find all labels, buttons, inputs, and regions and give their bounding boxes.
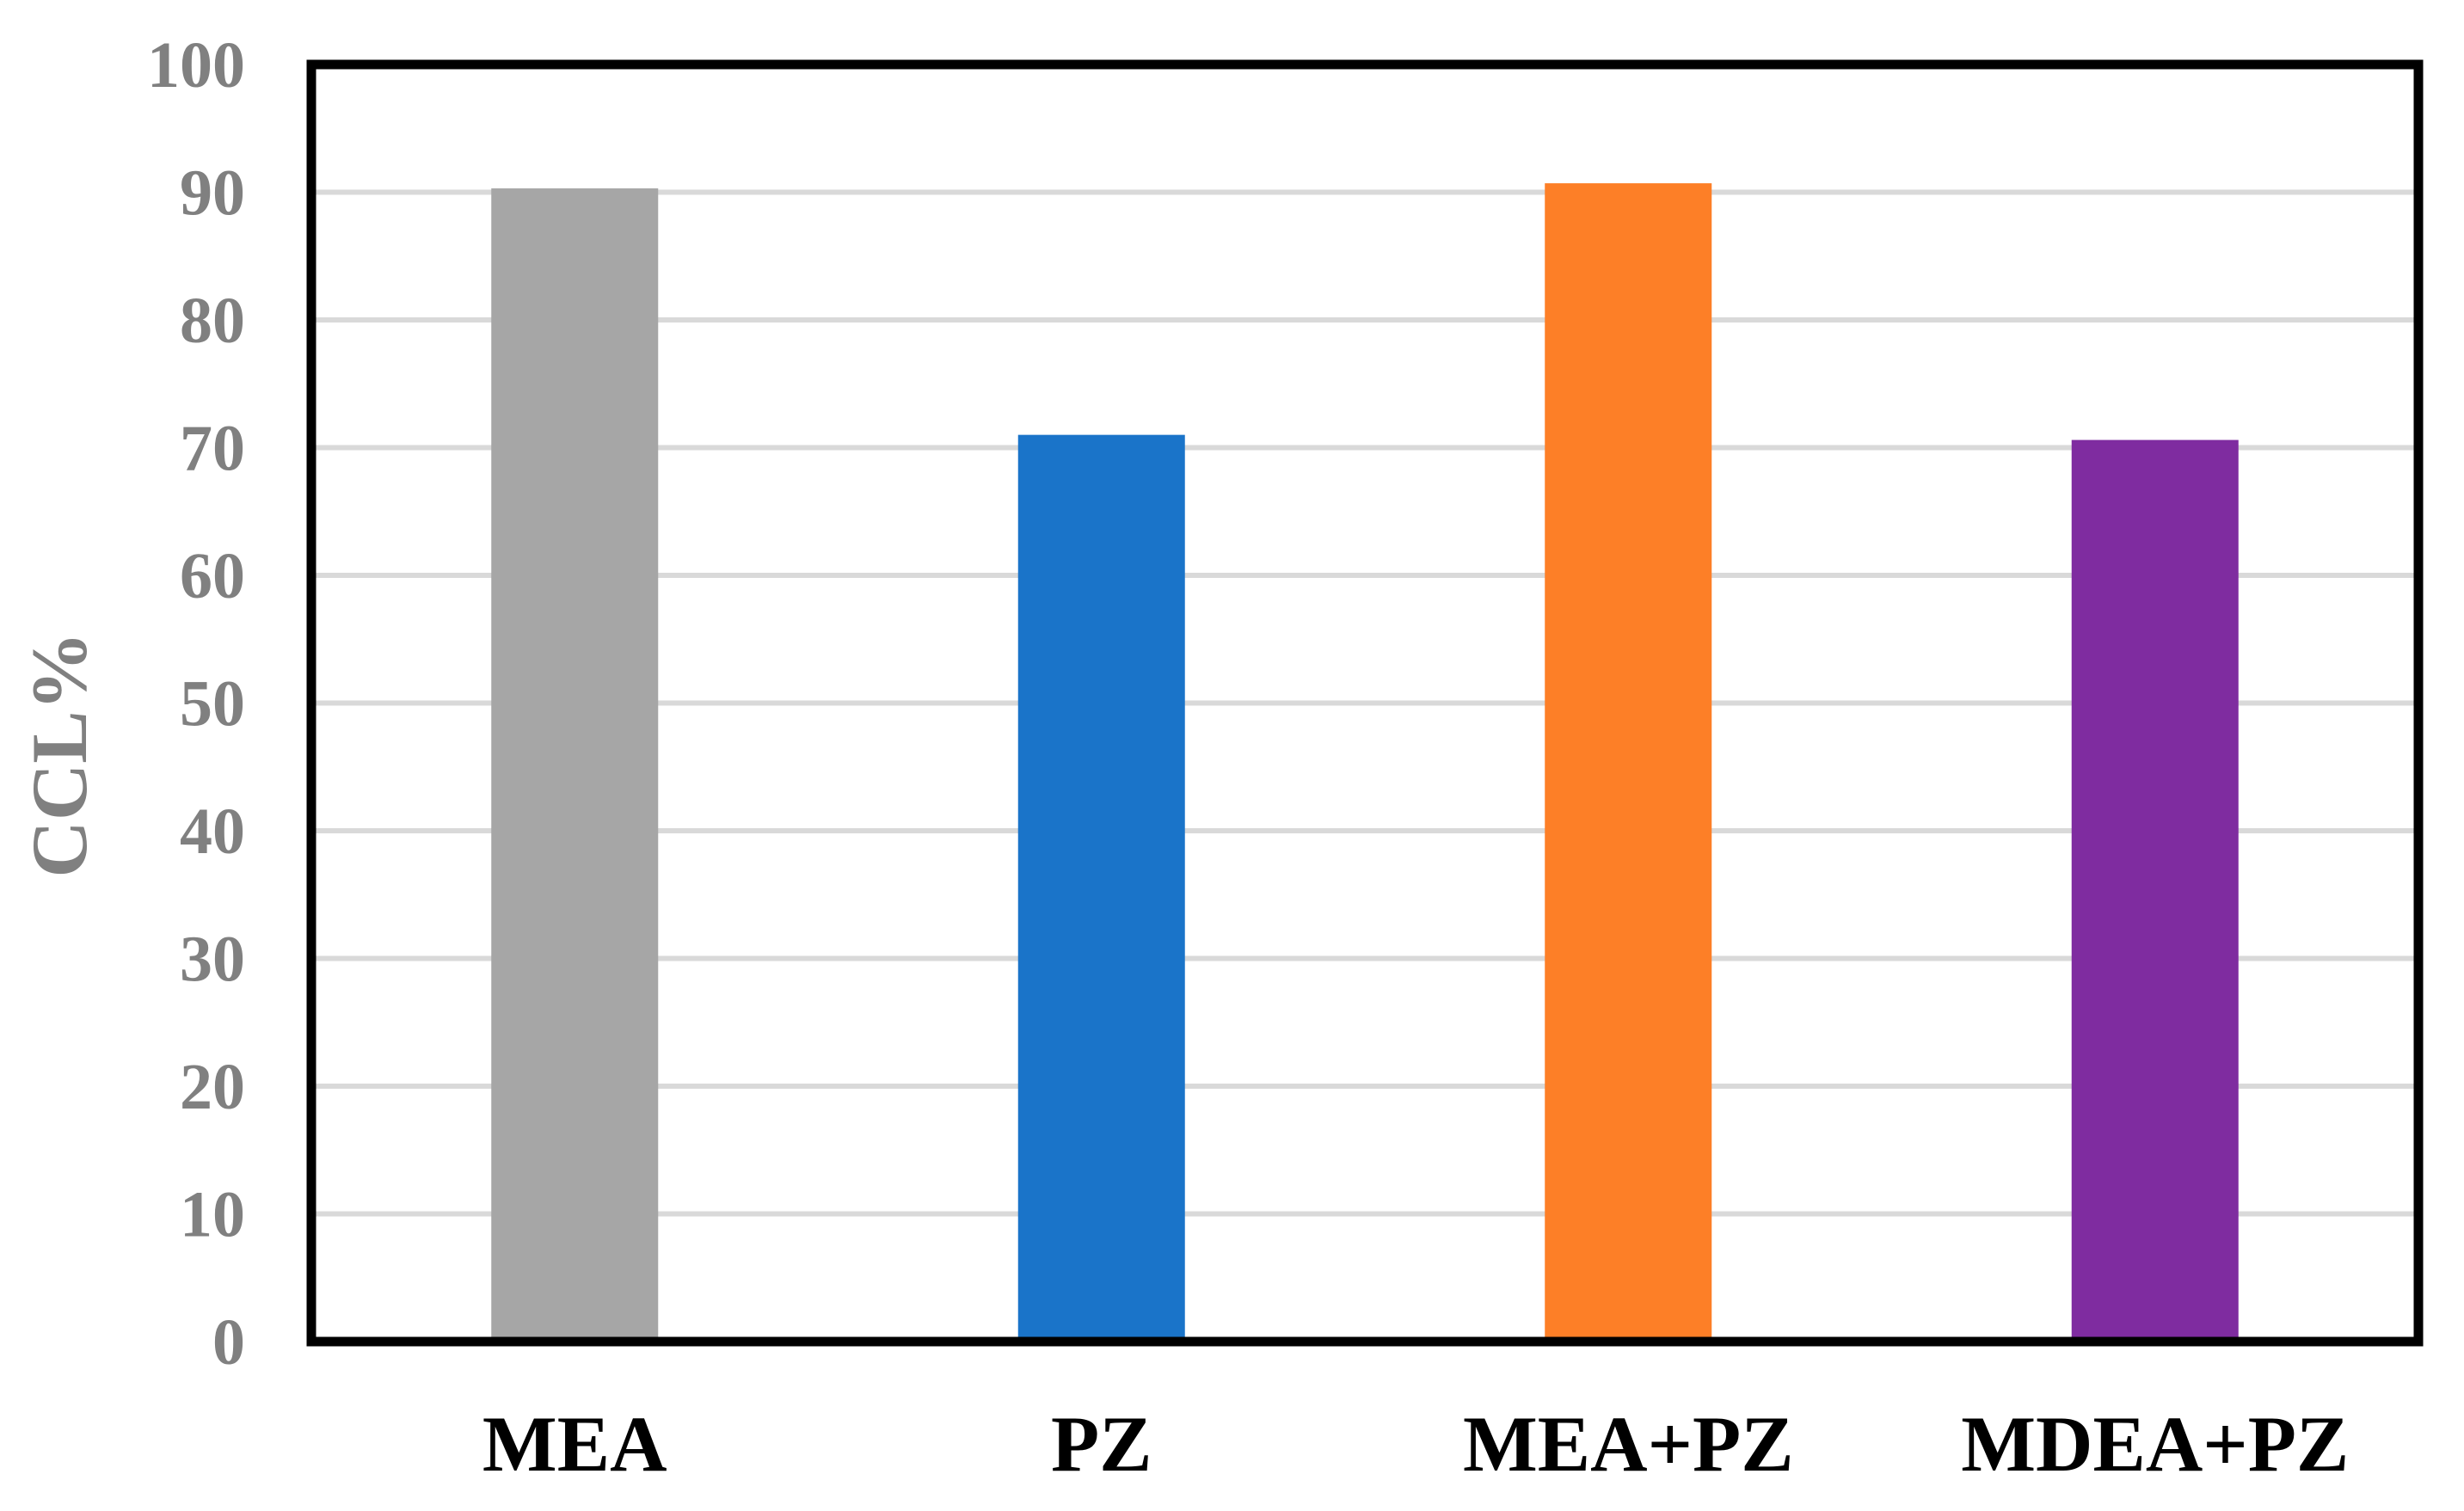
- bar-mdea-pz: [2071, 439, 2239, 1342]
- x-category-label: MEA: [482, 1400, 667, 1488]
- bar-pz: [1017, 434, 1185, 1342]
- y-tick-label: 30: [180, 924, 245, 996]
- y-tick-label: 20: [180, 1051, 245, 1123]
- bars: [491, 183, 2239, 1342]
- bar-mea: [491, 188, 659, 1342]
- bar-mea-pz: [1545, 183, 1712, 1342]
- y-axis-tick-labels: 0 10 20 30 40 50 60 70 80 90 100: [147, 29, 245, 1379]
- y-tick-label: 10: [180, 1179, 245, 1251]
- x-category-label: MEA+PZ: [1463, 1400, 1794, 1488]
- y-tick-label: 40: [180, 795, 245, 868]
- y-tick-label: 80: [180, 285, 245, 357]
- x-axis-category-labels: MEA PZ MEA+PZ MDEA+PZ: [482, 1400, 2349, 1488]
- plot-frame: [306, 59, 2424, 1347]
- y-tick-label: 100: [147, 29, 245, 101]
- y-tick-label: 50: [180, 668, 245, 740]
- gridlines: [311, 189, 2418, 1217]
- y-tick-label: 70: [180, 413, 245, 485]
- y-tick-label: 90: [180, 157, 245, 230]
- x-category-label: PZ: [1051, 1400, 1152, 1488]
- y-tick-label: 0: [212, 1306, 245, 1379]
- y-axis-title: CCL%: [15, 631, 103, 877]
- y-tick-label: 60: [180, 540, 245, 612]
- x-category-label: MDEA+PZ: [1961, 1400, 2349, 1488]
